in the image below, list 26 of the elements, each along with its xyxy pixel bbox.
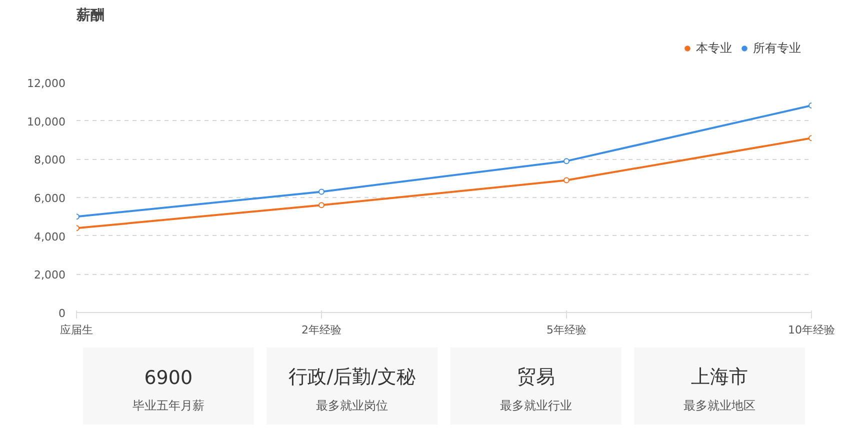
- y-tick-label: 6,000: [34, 192, 66, 205]
- text: 行政/后勤/文秘: [288, 366, 416, 388]
- x-tick-label: 2年经验: [302, 324, 342, 336]
- text: 上海市: [691, 366, 748, 388]
- text: 贸易: [516, 366, 555, 388]
- text: 毕业五年月薪: [132, 398, 204, 412]
- y-tick-label: 10,000: [27, 115, 66, 128]
- x-tick-label: 应届生: [60, 324, 93, 336]
- text: 6900: [144, 366, 193, 389]
- point: [564, 177, 570, 184]
- chart-title: 薪酬: [76, 8, 104, 24]
- legend-label: 本专业: [696, 40, 732, 56]
- text: 最多就业地区: [684, 398, 756, 412]
- x-tick-label: 5年经验: [546, 324, 586, 336]
- y-tick-label: 12,000: [27, 77, 66, 90]
- text: 最多就业行业: [500, 398, 572, 412]
- y-tick-label: 0: [58, 307, 66, 320]
- point: [318, 202, 324, 208]
- x-tick-label: 10年经验: [788, 324, 835, 336]
- y-tick-label: 8,000: [34, 154, 66, 167]
- text: 最多就业岗位: [316, 398, 388, 412]
- point: [318, 188, 324, 195]
- legend-label: 所有专业: [753, 40, 801, 56]
- point: [564, 158, 570, 164]
- y-tick-label: 2,000: [34, 268, 66, 282]
- y-tick-label: 4,000: [34, 230, 66, 244]
